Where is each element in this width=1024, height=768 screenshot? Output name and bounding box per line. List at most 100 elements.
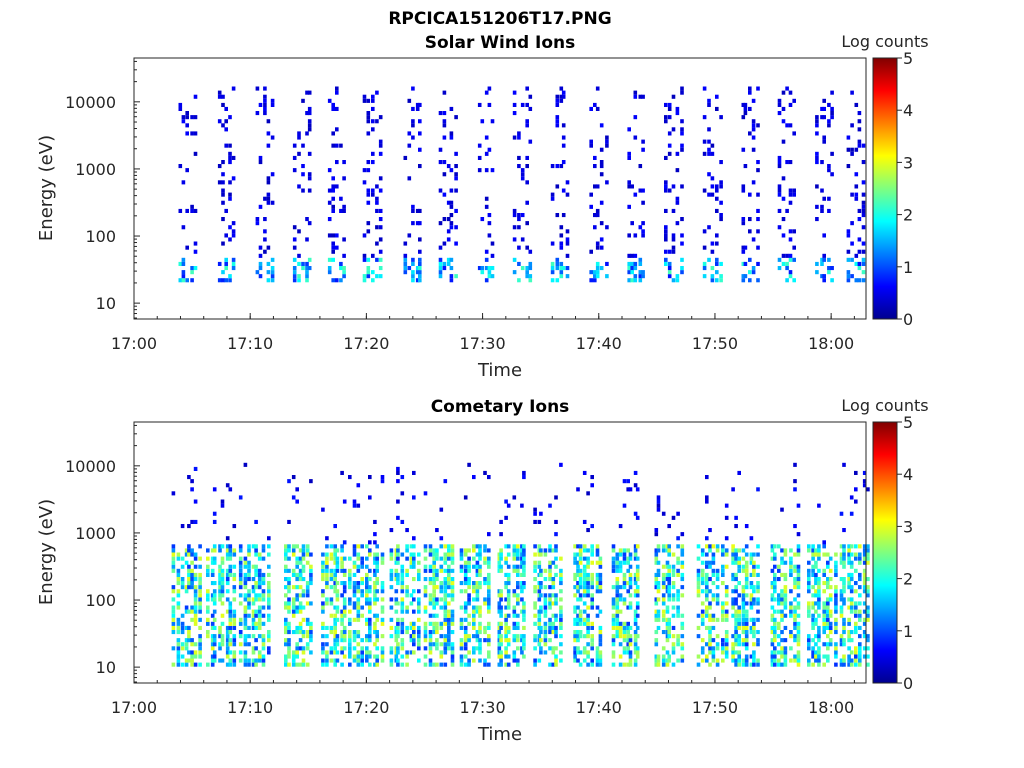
spectrogram-cell bbox=[342, 237, 346, 242]
spectrogram-cell bbox=[176, 617, 181, 622]
spectrogram-cell bbox=[680, 270, 684, 275]
spectrogram-cell bbox=[611, 650, 616, 655]
spectrogram-cell bbox=[561, 266, 566, 271]
spectrogram-cell bbox=[352, 548, 357, 553]
spectrogram-cell bbox=[847, 544, 851, 549]
spectrogram-cell bbox=[459, 568, 464, 573]
spectrogram-cell bbox=[641, 200, 645, 205]
spectrogram-cell bbox=[342, 176, 346, 181]
spectrogram-cell bbox=[348, 650, 352, 655]
spectrogram-cell bbox=[548, 662, 552, 667]
spectrogram-cell bbox=[210, 642, 215, 647]
spectrogram-cell bbox=[439, 536, 444, 541]
spectrogram-cell bbox=[267, 589, 271, 594]
spectrogram-cell bbox=[475, 560, 480, 565]
spectrogram-cell bbox=[442, 172, 447, 177]
spectrogram-cell bbox=[327, 270, 332, 275]
spectrogram-cell bbox=[371, 127, 375, 132]
spectrogram-cell bbox=[362, 253, 367, 258]
spectrogram-cell bbox=[780, 646, 784, 651]
spectrogram-cell bbox=[731, 548, 735, 553]
spectrogram-cell bbox=[773, 621, 777, 626]
spectrogram-cell bbox=[484, 90, 489, 95]
spectrogram-cell bbox=[228, 192, 232, 197]
spectrogram-cell bbox=[261, 662, 266, 667]
spectrogram-cell bbox=[826, 646, 830, 651]
spectrogram-cell bbox=[724, 515, 729, 520]
spectrogram-cell bbox=[228, 548, 233, 553]
spectrogram-cell bbox=[375, 589, 379, 594]
spectrogram-cell bbox=[472, 646, 476, 651]
spectrogram-cell bbox=[633, 577, 638, 582]
spectrogram-cell bbox=[751, 147, 756, 152]
spectrogram-cell bbox=[654, 642, 659, 647]
spectrogram-cell bbox=[533, 605, 537, 610]
spectrogram-cell bbox=[627, 151, 631, 156]
spectrogram-cell bbox=[409, 638, 414, 643]
spectrogram-cell bbox=[559, 581, 563, 586]
spectrogram-cell bbox=[756, 597, 760, 602]
spectrogram-cell bbox=[576, 589, 580, 594]
spectrogram-cell bbox=[731, 613, 735, 618]
spectrogram-cell bbox=[321, 593, 325, 598]
spectrogram-cell bbox=[187, 524, 191, 529]
spectrogram-cell bbox=[193, 593, 198, 598]
spectrogram-cell bbox=[618, 548, 623, 553]
spectrogram-cell bbox=[417, 568, 421, 573]
spectrogram-cell bbox=[707, 102, 711, 107]
spectrogram-cell bbox=[817, 646, 821, 651]
spectrogram-cell bbox=[394, 654, 399, 659]
spectrogram-cell bbox=[822, 621, 826, 626]
spectrogram-cell bbox=[665, 662, 670, 667]
spectrogram-cell bbox=[360, 654, 364, 659]
spectrogram-cell bbox=[576, 646, 580, 651]
spectrogram-cell bbox=[400, 568, 405, 573]
spectrogram-cell bbox=[849, 609, 854, 614]
spectrogram-cell bbox=[861, 143, 866, 148]
spectrogram-cell bbox=[576, 634, 580, 639]
spectrogram-cell bbox=[817, 548, 821, 553]
spectrogram-cell bbox=[267, 593, 271, 598]
spectrogram-cell bbox=[561, 188, 566, 193]
spectrogram-cell bbox=[368, 654, 372, 659]
spectrogram-cell bbox=[333, 577, 337, 582]
spectrogram-cell bbox=[796, 630, 801, 635]
spectrogram-cell bbox=[520, 564, 524, 569]
spectrogram-cell bbox=[539, 581, 543, 586]
spectrogram-cell bbox=[522, 634, 526, 639]
spectrogram-cell bbox=[680, 642, 685, 647]
spectrogram-cell bbox=[325, 544, 329, 549]
spectrogram-cell bbox=[490, 168, 495, 173]
spectrogram-cell bbox=[389, 568, 394, 573]
spectrogram-cell bbox=[512, 650, 517, 655]
spectrogram-cell bbox=[449, 200, 454, 205]
spectrogram-cell bbox=[702, 115, 707, 120]
spectrogram-cell bbox=[611, 638, 616, 643]
spectrogram-cell bbox=[443, 617, 448, 622]
spectrogram-cell bbox=[389, 650, 394, 655]
colorbar-tick-label: 2 bbox=[903, 570, 913, 589]
spectrogram-cell bbox=[628, 552, 633, 557]
spectrogram-cell bbox=[483, 548, 487, 553]
spectrogram-cell bbox=[807, 568, 811, 573]
spectrogram-cell bbox=[611, 642, 616, 647]
spectrogram-cell bbox=[352, 601, 357, 606]
spectrogram-cell bbox=[756, 589, 760, 594]
spectrogram-cell bbox=[752, 568, 756, 573]
spectrogram-cell bbox=[499, 532, 503, 537]
spectrogram-cell bbox=[537, 560, 542, 565]
spectrogram-cell bbox=[796, 572, 801, 577]
spectrogram-cell bbox=[595, 86, 600, 91]
spectrogram-cell bbox=[622, 479, 627, 484]
spectrogram-cell bbox=[428, 642, 433, 647]
spectrogram-cell bbox=[181, 278, 186, 283]
spectrogram-cell bbox=[225, 650, 230, 655]
spectrogram-cell bbox=[828, 568, 833, 573]
spectrogram-cell bbox=[187, 585, 191, 590]
spectrogram-cell bbox=[366, 266, 371, 271]
spectrogram-cell bbox=[849, 630, 854, 635]
spectrogram-cell bbox=[333, 556, 337, 561]
spectrogram-cell bbox=[375, 184, 379, 189]
spectrogram-cell bbox=[506, 577, 511, 582]
spectrogram-cell bbox=[463, 572, 468, 577]
